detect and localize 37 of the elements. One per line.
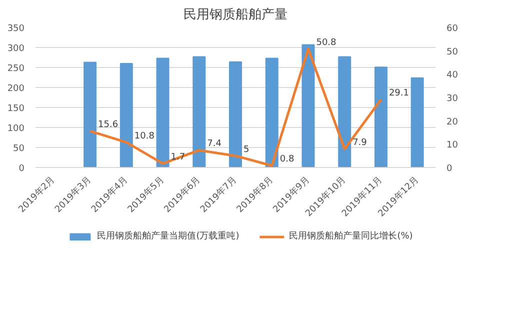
y-tick-label: 100 <box>7 124 25 134</box>
y2-tick-label: 30 <box>446 94 458 104</box>
bar <box>84 62 97 168</box>
bar <box>229 61 242 168</box>
data-label: 7.4 <box>207 139 222 150</box>
line-series <box>88 48 382 167</box>
data-label: 10.8 <box>134 131 155 142</box>
y-tick-label: 350 <box>7 24 25 34</box>
bar <box>156 58 170 168</box>
legend-label: 民用钢质船舶产量同比增长(%) <box>289 230 413 242</box>
data-label: 15.6 <box>98 120 118 130</box>
bar <box>374 66 388 168</box>
y-tick-label: 50 <box>13 144 25 154</box>
bar <box>338 56 352 168</box>
y2-tick-label: 10 <box>446 140 458 151</box>
data-label: 5 <box>244 144 250 155</box>
legend-label: 民用钢质船舶产量当期值(万载重吨) <box>97 230 240 242</box>
y2-tick-label: 60 <box>446 24 458 34</box>
bar <box>410 77 424 168</box>
data-label: 7.9 <box>352 138 368 148</box>
data-label: 29.1 <box>388 88 409 99</box>
y2-tick-label: 40 <box>446 70 458 81</box>
bar <box>265 58 278 168</box>
y2-tick-label: 50 <box>446 47 458 58</box>
y-tick-label: 300 <box>7 44 25 54</box>
y-tick-label: 0 <box>18 164 25 174</box>
chart-title: 民用钢质船舶产量 <box>184 8 288 22</box>
bar <box>192 56 206 168</box>
y-tick-label: 250 <box>7 64 25 74</box>
y2-tick-label: 20 <box>446 117 458 128</box>
bar <box>302 44 315 168</box>
y-tick-label: 200 <box>7 84 25 94</box>
y2-tick-label: 0 <box>446 164 452 174</box>
bar <box>120 63 133 168</box>
y-tick-label: 150 <box>7 104 25 114</box>
data-label: 0.8 <box>280 154 294 165</box>
data-label: 50.8 <box>316 38 337 48</box>
